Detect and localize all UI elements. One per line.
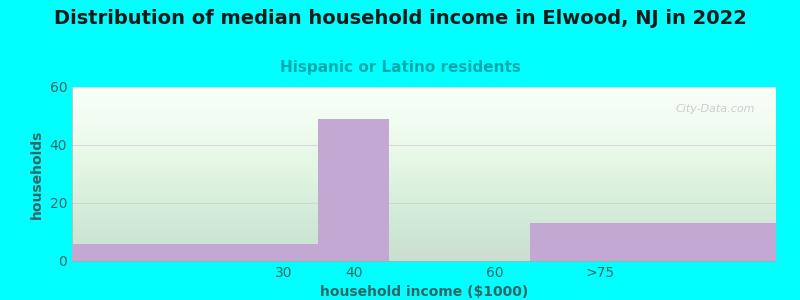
Text: Distribution of median household income in Elwood, NJ in 2022: Distribution of median household income … [54, 9, 746, 28]
Text: Hispanic or Latino residents: Hispanic or Latino residents [279, 60, 521, 75]
Bar [530, 223, 776, 261]
Text: City-Data.com: City-Data.com [675, 104, 755, 114]
X-axis label: household income ($1000): household income ($1000) [320, 285, 528, 299]
Bar [318, 119, 389, 261]
Bar [72, 244, 318, 261]
Y-axis label: households: households [30, 129, 44, 219]
